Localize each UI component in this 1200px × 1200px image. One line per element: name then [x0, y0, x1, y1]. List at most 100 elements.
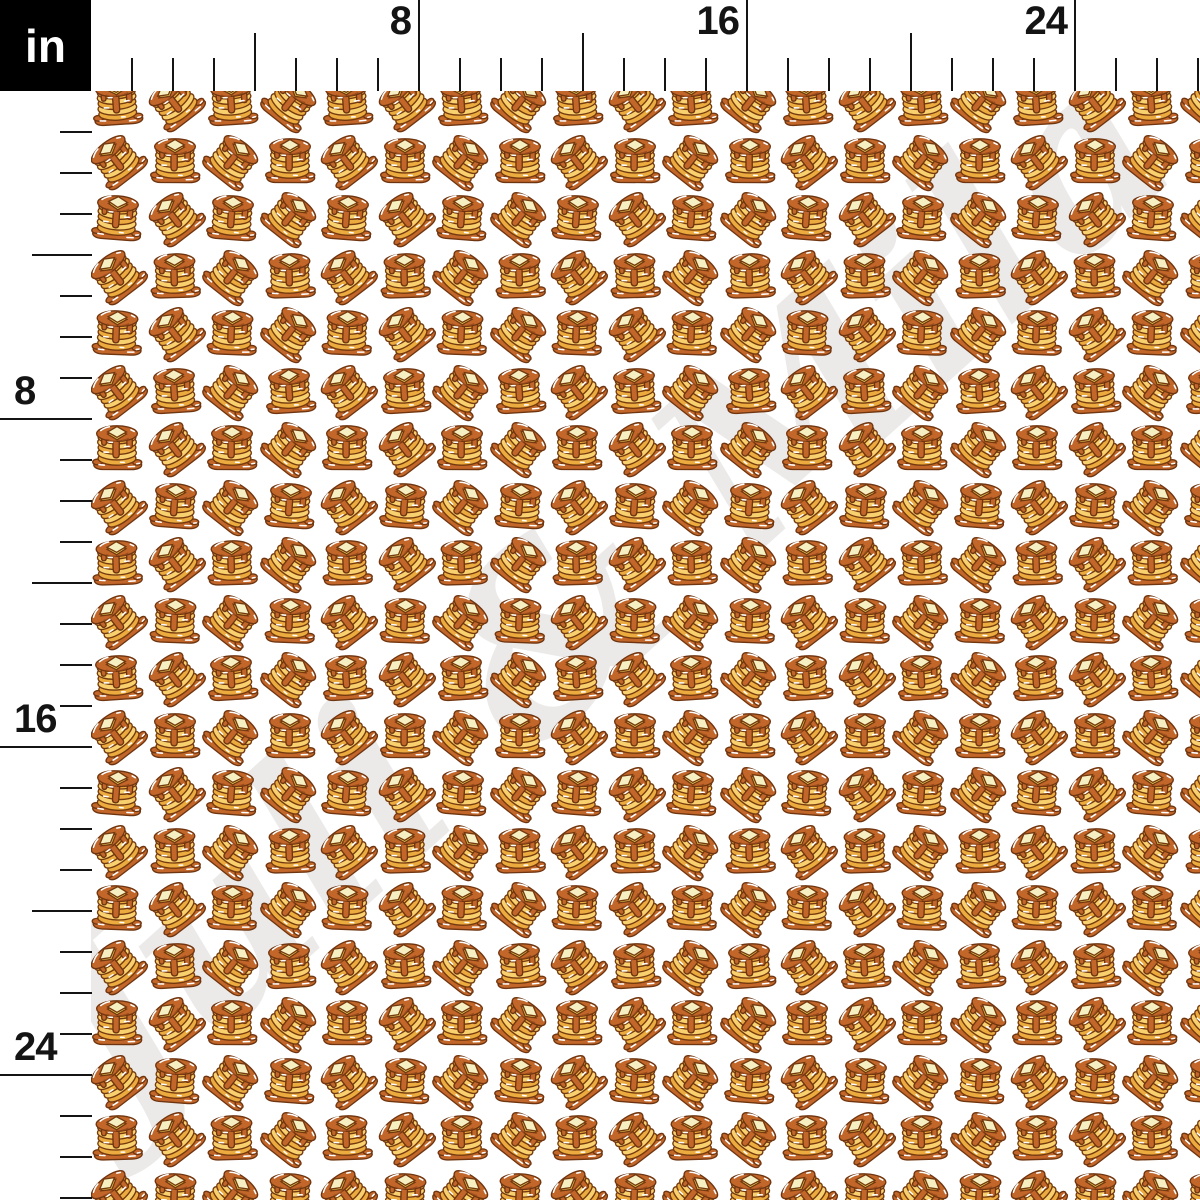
pancake-stack	[663, 764, 721, 822]
pancake-stack	[1125, 996, 1179, 1050]
pancake-stack	[377, 248, 433, 304]
pancake-stack	[262, 593, 318, 649]
pancake-stack	[146, 477, 204, 535]
pancake-stack	[999, 928, 1075, 1004]
pancake-stack	[1009, 535, 1065, 591]
pancake-stack	[309, 928, 385, 1004]
pancake-stack	[827, 985, 903, 1061]
pancake-stack	[1008, 189, 1066, 247]
pancake-stack	[597, 525, 673, 601]
pancake-stack	[491, 362, 549, 420]
top-tick-7in	[376, 58, 380, 91]
pancake-stack	[1114, 813, 1190, 889]
pancake-stack	[493, 709, 547, 763]
pancake-stack	[1009, 880, 1065, 936]
pancake-stack	[1068, 709, 1122, 763]
pancake-stack	[367, 640, 443, 716]
pancake-stack	[204, 305, 260, 361]
pancake-stack	[722, 823, 778, 879]
pancake-stack	[147, 248, 203, 304]
pancake-stack	[433, 189, 491, 247]
left-tick-16in	[0, 745, 92, 749]
pancake-stack	[1067, 248, 1123, 304]
pancake-stack	[137, 410, 213, 486]
pancake-stack	[91, 996, 144, 1050]
pancake-stack	[434, 1110, 490, 1166]
pancake-stack	[91, 698, 155, 774]
pancake-stack	[1068, 134, 1122, 188]
pancake-stack	[91, 813, 155, 889]
pancake-stack	[319, 1110, 375, 1166]
pancake-stack	[434, 305, 490, 361]
pancake-stack	[654, 583, 730, 659]
pancake-stack	[203, 89, 261, 132]
pancake-stack	[838, 709, 892, 763]
top-tick-21in	[950, 58, 954, 91]
pancake-stack	[252, 640, 328, 716]
top-tick-15in	[704, 58, 708, 91]
pancake-stack	[712, 295, 788, 371]
pancake-stack	[597, 295, 673, 371]
pancake-stack	[539, 928, 615, 1004]
pancake-stack	[1114, 1043, 1190, 1119]
pancake-stack	[778, 189, 836, 247]
pancake-stack	[1182, 823, 1200, 879]
pancake-stack	[942, 1100, 1018, 1176]
pancake-stack	[942, 410, 1018, 486]
left-tick-17in	[60, 786, 92, 790]
pancake-stack	[539, 583, 615, 659]
pancake-stack	[664, 305, 720, 361]
pancake-stack	[91, 353, 155, 429]
top-tick-18in	[827, 58, 831, 91]
pancake-stack	[91, 421, 144, 475]
pancake-stack	[91, 468, 155, 544]
pancake-stack	[608, 709, 662, 763]
pancake-stack	[894, 305, 950, 361]
pancake-stack	[137, 525, 213, 601]
left-tick-22in	[60, 991, 92, 995]
pancake-stack	[893, 649, 951, 707]
pancake-stack	[91, 649, 146, 707]
pancake-stack	[884, 1043, 960, 1119]
pancake-stack	[550, 421, 604, 475]
pancake-stack	[769, 698, 845, 774]
pancake-stack	[1008, 764, 1066, 822]
pancake-stack	[769, 1043, 845, 1119]
pancake-stack	[320, 421, 374, 475]
pancake-stack	[722, 248, 778, 304]
ruler-left-label-16: 16	[14, 697, 57, 741]
pancake-stack	[597, 180, 673, 256]
pancake-stack	[654, 928, 730, 1004]
pancake-stack	[884, 123, 960, 199]
ruler-top: 8 16 24	[0, 0, 1200, 91]
left-tick-24in	[0, 1073, 92, 1077]
pancake-stack	[942, 525, 1018, 601]
pancake-stack	[482, 1100, 558, 1176]
left-tick-18in	[60, 827, 92, 831]
pancake-stack	[205, 421, 259, 475]
pancake-stack	[482, 410, 558, 486]
pancake-stack	[654, 353, 730, 429]
pancake-stack	[549, 305, 605, 361]
left-tick-11in	[60, 540, 92, 544]
pancake-stack	[148, 709, 202, 763]
pancake-stack	[769, 583, 845, 659]
unit-box: in	[0, 0, 91, 91]
pancake-stack	[999, 583, 1075, 659]
pancake-stack	[1057, 295, 1133, 371]
pancake-stack	[654, 238, 730, 314]
pancake-stack	[953, 709, 1007, 763]
pancake-stack	[712, 1100, 788, 1176]
pancake-stack	[654, 123, 730, 199]
left-tick-20in	[32, 909, 92, 913]
pancake-stack	[1182, 593, 1200, 649]
pancake-stack	[836, 1052, 894, 1110]
pancake-stack	[424, 353, 500, 429]
pancake-stack	[482, 180, 558, 256]
pancake-stack	[262, 248, 318, 304]
pancake-stack	[942, 870, 1018, 946]
left-tick-14in	[60, 663, 92, 667]
pancake-stack	[377, 1168, 433, 1200]
pancake-stack	[319, 305, 375, 361]
left-tick-19in	[60, 868, 92, 872]
